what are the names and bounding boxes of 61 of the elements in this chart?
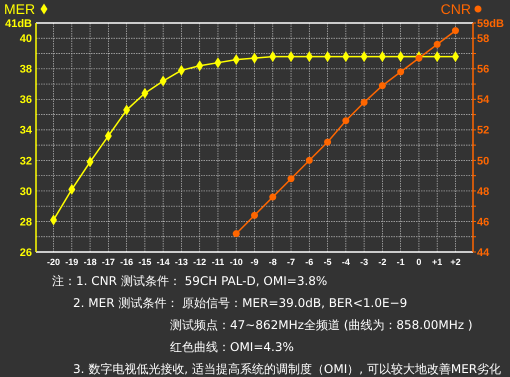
x-tick-label: -11 [212, 257, 224, 267]
x-tick-label: -3 [360, 257, 368, 267]
point [232, 230, 240, 238]
text: 红色曲线：OMI=4.3% [170, 340, 294, 354]
x-tick-label: -10 [230, 257, 243, 267]
y-tick-label: 36 [20, 94, 32, 106]
y-tick-label: 32 [20, 155, 32, 168]
legend-label: MER [4, 1, 36, 17]
text: 2. MER 测试条件： 原始信号：MER=39.0dB, BER<1.0E−9 [73, 296, 408, 310]
y-tick-label: 30 [20, 186, 32, 198]
x-tick-label: -6 [305, 257, 314, 267]
x-tick-label: -19 [65, 257, 78, 267]
y2-tick-label: 54 [477, 94, 490, 106]
y2-tick-label: 48 [477, 186, 490, 198]
point [342, 117, 350, 124]
x-tick-label: +2 [450, 257, 461, 267]
x-tick-label: -16 [120, 257, 134, 267]
y2-tick-label: 46 [477, 216, 490, 228]
y-tick-label: 40 [20, 33, 32, 46]
point [324, 138, 332, 146]
y-tick-label: 38 [20, 64, 32, 76]
point [452, 27, 459, 34]
x-tick-label: -20 [47, 257, 60, 267]
point [288, 175, 295, 182]
point [269, 194, 276, 201]
y-tick-label: 26 [20, 246, 32, 259]
point [415, 54, 422, 62]
y2-tick-label: 44 [477, 246, 490, 259]
x-tick-label: -13 [174, 257, 188, 267]
point [306, 156, 313, 164]
x-tick-label: -4 [342, 257, 350, 267]
x-tick-label: -15 [138, 257, 152, 267]
x-tick-label: -2 [378, 257, 386, 267]
x-tick-label: -1 [396, 257, 405, 267]
x-tick-label: +1 [432, 257, 442, 267]
text: 注：1. CNR 测试条件： 59CH PAL-D, OMI=3.8% [52, 274, 328, 288]
point [397, 68, 404, 76]
point [251, 212, 258, 219]
y2-tick-label: 59dB [477, 18, 504, 30]
y2-tick-label: 52 [477, 124, 490, 137]
x-tick-label: -8 [268, 257, 277, 267]
text: 3. 数字电视低光接收, 适当提高系统的调制度（OMI）, 可以较大地改善MER劣化 [73, 362, 502, 376]
x-tick-label: -14 [156, 257, 170, 267]
point [434, 40, 441, 48]
y-tick-label: 41dB [5, 18, 32, 30]
x-tick-label: -18 [84, 257, 97, 267]
x-tick-label: 0 [416, 257, 422, 267]
point [360, 98, 368, 106]
y2-tick-label: 58 [477, 33, 490, 46]
x-tick-label: -9 [250, 257, 259, 267]
legend-label: CNR [440, 1, 471, 17]
y-tick-label: 34 [20, 124, 33, 137]
y-tick-label: 28 [20, 216, 32, 228]
x-tick-label: -5 [324, 257, 332, 267]
point [378, 82, 386, 90]
x-tick-label: -7 [287, 257, 296, 267]
x-tick-label: -17 [102, 257, 115, 267]
y2-tick-label: 56 [477, 64, 490, 76]
x-tick-label: -12 [193, 257, 206, 267]
y2-tick-label: 50 [477, 155, 490, 168]
text: 测试频点：47~862MHz全频道 (曲线为：858.00MHz ) [170, 318, 473, 332]
